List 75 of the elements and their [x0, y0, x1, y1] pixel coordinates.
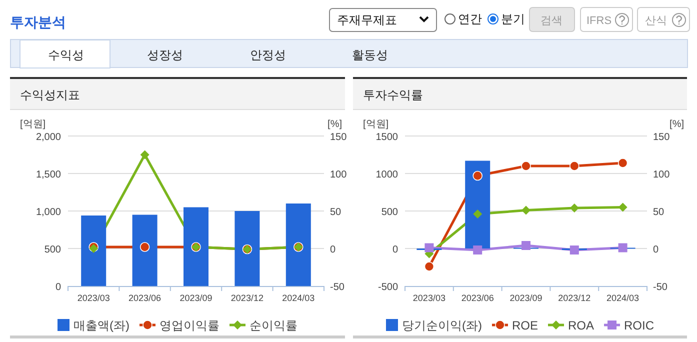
bar [184, 207, 208, 286]
y-tick-label: 500 [44, 244, 62, 256]
text: IFRS [586, 15, 612, 27]
x-tick-label: 2023/03 [412, 293, 446, 303]
y2-tick-label: 100 [330, 170, 348, 180]
y-tick-label: 1000 [376, 170, 398, 180]
y2-axis-title: [%] [328, 119, 342, 130]
text: 주재무제표 [337, 13, 397, 27]
text: 활동성 [352, 48, 388, 62]
y-tick-label: 0 [55, 282, 62, 293]
y-tick-label: 1,000 [36, 207, 62, 218]
y-tick-label: 1500 [376, 132, 398, 143]
y-tick-label: 0 [392, 244, 398, 256]
legend-label: ROE [512, 318, 538, 332]
x-tick-label: 2023/06 [461, 293, 494, 303]
legend-label: ROA [568, 318, 594, 332]
text: 수익성 [48, 48, 84, 62]
bar [465, 160, 490, 248]
x-tick-label: 2023/09 [180, 293, 212, 303]
point [570, 246, 579, 254]
point [618, 202, 628, 212]
text: 안정성 [250, 48, 286, 62]
y-tick-label: -500 [378, 282, 398, 293]
y2-tick-label: 150 [330, 132, 348, 143]
point [522, 241, 530, 250]
text: 연간 [458, 12, 482, 26]
bar [286, 204, 311, 286]
y2-tick-label: 50 [653, 207, 665, 218]
x-tick-label: 2023/06 [128, 293, 162, 303]
point [570, 161, 580, 171]
point [618, 158, 628, 168]
y2-tick-label: -50 [653, 282, 668, 293]
y-axis-title: [억원] [363, 119, 389, 130]
x-tick-label: 2023/12 [558, 293, 591, 303]
point [472, 170, 482, 181]
y2-tick-label: 100 [653, 170, 670, 180]
point [140, 150, 150, 160]
x-tick-label: 2024/03 [282, 293, 315, 303]
point [521, 161, 531, 171]
y2-tick-label: 50 [330, 207, 342, 218]
bar [132, 214, 158, 286]
bar [234, 211, 260, 286]
text: 분기 [501, 12, 525, 26]
legend-label: 매출액(좌) [74, 318, 130, 332]
y2-tick-label: 150 [653, 132, 670, 143]
y-tick-label: 2,000 [36, 132, 62, 143]
point [522, 206, 530, 215]
legend-label: ROIC [624, 318, 654, 332]
y-tick-label: 1,500 [36, 170, 62, 180]
x-tick-label: 2024/03 [606, 293, 640, 303]
y2-tick-label: 0 [653, 244, 659, 256]
text: 성장성 [147, 48, 183, 62]
text: 산식 [645, 15, 667, 27]
point [473, 246, 482, 254]
x-tick-label: 2023/12 [230, 293, 264, 303]
y2-tick-label: 0 [330, 244, 336, 256]
x-tick-label: 2023/09 [510, 293, 542, 303]
y2-axis-title: [%] [670, 119, 684, 130]
x-tick-label: 2023/03 [77, 293, 110, 303]
legend-label: 당기순이익(좌) [402, 318, 482, 332]
legend-label: 순이익률 [250, 318, 298, 332]
chart-title: 수익성지표 [20, 88, 80, 102]
legend-label: 영업이익률 [160, 318, 220, 332]
text: 투자분석 [10, 14, 66, 30]
point [140, 242, 150, 252]
y2-tick-label: -50 [330, 282, 345, 293]
y-tick-label: 500 [381, 207, 398, 218]
point [424, 243, 434, 252]
text: 검색 [540, 15, 562, 27]
bar [81, 216, 106, 286]
chart-title: 투자수익률 [363, 88, 423, 102]
y-axis-title: [억원] [20, 119, 46, 130]
point [424, 262, 434, 272]
point [473, 210, 482, 218]
point [618, 243, 628, 252]
